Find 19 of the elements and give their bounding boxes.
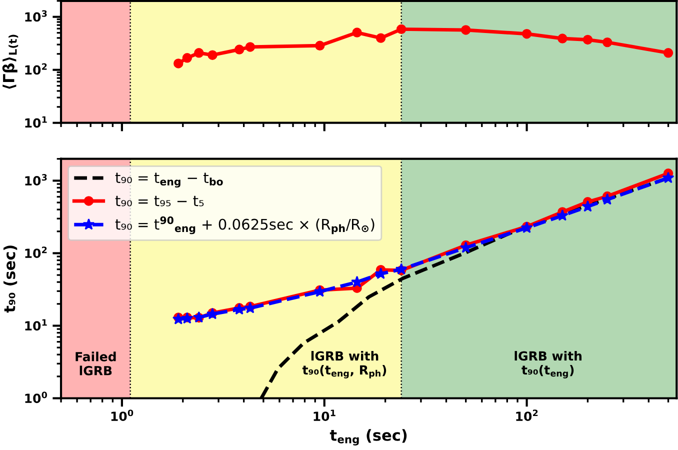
x-tick-label: 10$^{2}$	[516, 410, 538, 422]
y-axis-title: ⟨Γβ⟩$_{L(t)}$	[2, 34, 18, 89]
legend-label: t₉₀ = t$_{eng}$ − t$_{bo}$	[115, 172, 223, 188]
x-tick-label: 10$^{1}$	[314, 410, 336, 422]
y-tick-label: 10$^{0}$	[25, 392, 48, 404]
y-tick-label: 10$^{1}$	[25, 116, 47, 128]
y-tick-label: 10$^{3}$	[25, 10, 47, 22]
x-axis-title: t$_{eng}$ (sec)	[330, 429, 407, 446]
y-tick-label: 10$^{2}$	[25, 246, 47, 258]
band-label: Failed lGRB	[76, 352, 116, 376]
y-axis-title: t₉₀ (sec)	[4, 246, 18, 313]
y-tick-label: 10$^{1}$	[25, 319, 47, 331]
legend-label: t₉₀ = t$^{90}$$_{eng}$ + 0.0625sec × (R$_{ph}$/R$_{⊙}$)	[115, 216, 374, 234]
y-tick-label: 10$^{3}$	[25, 174, 47, 186]
legend-label: t₉₀ = t₉₅ − t₅	[115, 196, 204, 206]
band-label: lGRB with t₉₀(t$_{eng}$)	[514, 350, 582, 378]
band-label: lGRB with t₉₀(t$_{eng}$, R$_{ph}$)	[302, 350, 386, 378]
y-tick-label: 10$^{2}$	[25, 63, 47, 75]
x-tick-label: 10$^{0}$	[111, 410, 134, 422]
